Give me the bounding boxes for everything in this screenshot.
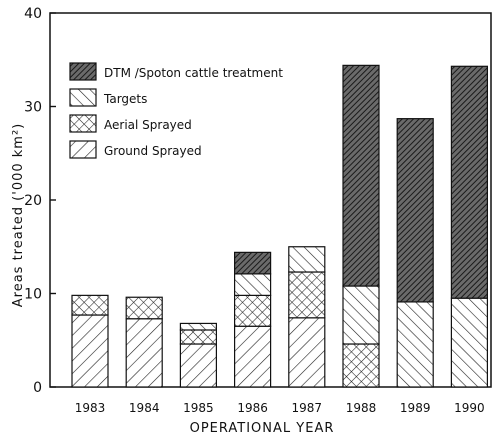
legend-label: Ground Sprayed [104, 144, 202, 158]
y-tick-label: 20 [24, 193, 42, 209]
y-tick-label: 10 [24, 287, 42, 303]
legend-swatch [69, 114, 97, 133]
bar-segment [125, 296, 163, 320]
y-tick-label: 0 [33, 380, 42, 396]
bar-segment [396, 118, 434, 303]
bar-segment [450, 297, 488, 388]
bar-segment [179, 343, 217, 388]
bar-segment [125, 318, 163, 388]
x-tick-label: 1987 [292, 401, 323, 415]
bar-segment [234, 294, 272, 327]
legend-label: Targets [103, 92, 147, 106]
x-tick-label: 1984 [129, 401, 160, 415]
bar-segment [342, 285, 380, 345]
bar-segment [234, 251, 272, 275]
bar-segment [450, 65, 488, 299]
legend-swatch [69, 140, 97, 159]
bar-segment [342, 343, 380, 388]
x-tick-label: 1990 [454, 401, 485, 415]
x-axis-title: OPERATIONAL YEAR [190, 421, 335, 436]
x-tick-label: 1983 [75, 401, 106, 415]
legend-swatch [69, 62, 97, 81]
bar-segment [234, 273, 272, 296]
y-axis: 0 10 20 30 40 [24, 6, 56, 396]
legend: DTM /Spoton cattle treatment Targets Aeria… [69, 62, 283, 159]
bar-segment [288, 271, 326, 319]
y-tick-label: 30 [24, 100, 42, 116]
bar-segment [179, 322, 217, 331]
bar-segment [71, 294, 109, 316]
x-axis: 1983 1984 1985 1986 1987 1988 1989 1990 [75, 401, 485, 415]
y-axis-title: Areas treated ('000 km²) [11, 123, 26, 308]
x-tick-label: 1989 [400, 401, 431, 415]
bar-segment [234, 325, 272, 388]
legend-swatch [69, 88, 97, 107]
bars [71, 64, 488, 388]
x-tick-label: 1986 [237, 401, 268, 415]
bar-segment [342, 64, 380, 287]
bar-segment [396, 301, 434, 388]
bar-segment [179, 329, 217, 345]
y-tick-label: 40 [24, 6, 42, 22]
legend-label: Aerial Sprayed [104, 118, 192, 132]
bar-segment [288, 317, 326, 388]
bar-segment [71, 314, 109, 388]
legend-label: DTM /Spoton cattle treatment [104, 66, 283, 80]
x-tick-label: 1985 [183, 401, 214, 415]
bar-segment [288, 246, 326, 273]
x-tick-label: 1988 [346, 401, 377, 415]
